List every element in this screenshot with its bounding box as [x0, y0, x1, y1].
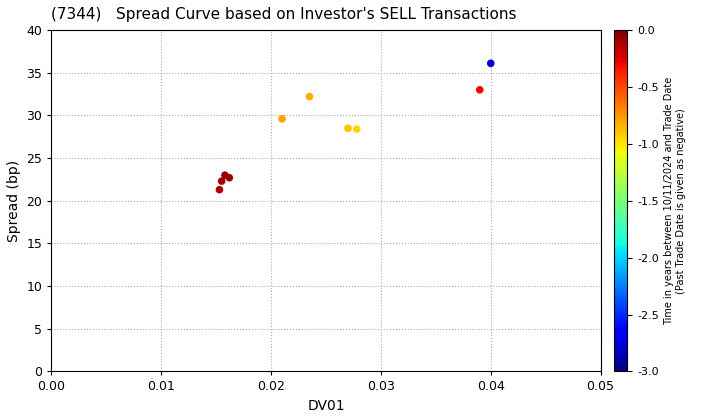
Point: [224, 174, 235, 181]
Y-axis label: Time in years between 10/11/2024 and Trade Date
(Past Trade Date is given as neg: Time in years between 10/11/2024 and Tra…: [665, 76, 686, 325]
Point: [485, 60, 497, 67]
Text: (7344)   Spread Curve based on Investor's SELL Transactions: (7344) Spread Curve based on Investor's …: [51, 7, 517, 22]
Point: [304, 93, 315, 100]
Point: [342, 125, 354, 131]
Point: [214, 186, 225, 193]
Point: [474, 87, 485, 93]
Y-axis label: Spread (bp): Spread (bp): [7, 160, 21, 242]
X-axis label: DV01: DV01: [307, 399, 345, 413]
Point: [219, 172, 230, 178]
Point: [276, 116, 288, 122]
Point: [351, 126, 362, 132]
Point: [216, 178, 228, 184]
